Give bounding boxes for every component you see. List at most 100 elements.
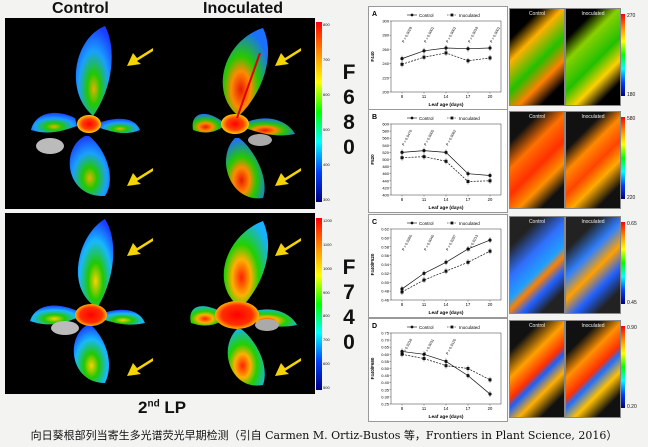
panel-colorbar [621,117,625,199]
f740-colorbar [316,218,322,390]
header-inoculated: Inoculated [203,0,284,17]
data-point-control [400,150,404,154]
data-point-control [466,247,470,251]
y-tick-label: 480 [382,164,389,169]
x-tick-label: 11 [422,94,427,99]
p-value-annotation: P = 0.0218 [401,338,413,355]
y-tick-label: 0.30 [381,394,390,399]
data-point-inoculated [488,378,492,382]
panel-letter: A [372,11,377,18]
legend-inoculated: Inoculated [459,221,480,226]
y-tick-label: 240 [382,61,389,66]
thumbnail-label: Control [528,219,546,225]
x-tick-label: 20 [488,197,493,202]
y-axis-label: F520 [370,154,375,165]
p-value-annotation: P = 0.0062 [445,129,457,146]
data-point-inoculated [422,155,426,159]
x-tick-label: 17 [466,94,471,99]
y-tick-label: 0.25 [381,402,390,407]
x-tick-label: 17 [466,197,471,202]
y-axis-label: F440/F520 [370,253,375,275]
y-tick-label: 580 [382,129,389,134]
colorbar-min-label: 220 [627,195,636,201]
arrow-icon [127,238,301,376]
control-plant [30,219,145,383]
data-point-control [422,271,426,275]
thumbnail-label: Control [528,11,546,17]
legend-control: Control [419,221,434,226]
data-point-control [422,149,426,153]
x-tick-label: 14 [444,197,449,202]
data-point-control [444,359,448,363]
panel-colorbar [621,326,625,408]
f680-leaf-image [31,26,301,199]
y-tick-label: 0.40 [381,380,390,385]
panel-letter: D [372,323,377,330]
legend-inoculated: Inoculated [459,13,480,18]
y-tick-label: 440 [382,178,389,183]
data-point-control [466,47,470,51]
y-tick-label: 0.58 [381,244,390,249]
x-tick-label: 14 [444,406,449,411]
data-point-control [422,49,426,53]
thumbnail-label: Inoculated [581,219,605,225]
data-point-inoculated [466,260,470,264]
x-tick-label: 20 [488,302,493,307]
thumbnail-inoculated: Inoculated [565,216,621,314]
legend-control: Control [419,325,434,330]
chart-legend: Control Inoculated [407,221,480,226]
y-axis-label: F440/F680 [370,357,375,379]
thumbnail-control: Control [509,8,565,106]
thumbnail-label: Control [528,114,546,120]
colorbar-min-label: 180 [627,92,636,98]
legend-inoculated: Inoculated [459,325,480,330]
thumbnail-control: Control [509,320,565,418]
p-value-annotation: P = 0.0029 [401,26,413,43]
y-tick-label: 400 [382,193,389,198]
y-tick-label: 0.52 [381,271,390,276]
legend-control: Control [419,116,434,121]
chart-panel-b: B Control Inoculated 600 580 560 540 520 500 480 4… [368,109,508,213]
thumbnail-control: Control [509,111,565,209]
y-tick-label: 0.75 [381,331,390,336]
chart-legend: Control Inoculated [407,325,480,330]
colorbar-max-label: 580 [627,116,636,122]
p-value-annotation: P = 0.0001 [423,26,435,43]
arrow-icon [127,48,301,186]
line-chart-b: B Control Inoculated 600 580 560 540 520 500 480 4… [370,114,502,211]
p-value-annotation: P = 0.0011 [423,338,435,355]
x-tick-label: 11 [422,406,427,411]
thumbnail-label: Inoculated [581,11,605,17]
x-tick-label: 8 [401,302,404,307]
p-value-annotation: P = 0.0001 [445,26,457,43]
p-value-annotation: P = 0.0019 [467,26,479,43]
leaf-pair-label: 2nd LP [138,398,187,417]
x-axis-label: Leaf age (days) [429,414,464,420]
data-point-control [466,374,470,378]
data-point-control [488,238,492,242]
colorbar-min-label: 0.45 [627,300,637,306]
data-point-inoculated [488,249,492,253]
x-tick-label: 20 [488,94,493,99]
f680-colorbar-ticks: 800 700 600 500 400 300 [323,22,330,202]
y-tick-label: 0.45 [381,373,390,378]
data-point-inoculated [400,62,404,66]
f740-label: F 7 4 0 [342,256,356,354]
thumbnail-label: Inoculated [581,323,605,329]
data-point-inoculated [444,364,448,368]
data-point-inoculated [444,159,448,163]
line-chart-c: C Control Inoculated 0.62 0.60 0.58 0.56 0.54 0.… [370,219,502,316]
data-point-inoculated [488,56,492,60]
x-tick-label: 8 [401,197,404,202]
p-value-annotation: P = 0.0360 [401,234,413,251]
f740-colorbar-ticks: 1200 1100 1000 900 800 700 600 500 [323,218,332,390]
x-tick-label: 17 [466,302,471,307]
data-point-control [444,260,448,264]
y-tick-label: 300 [382,19,389,24]
colorbar-max-label: 0.65 [627,221,637,227]
x-axis-label: Leaf age (days) [429,310,464,316]
y-tick-label: 0.55 [381,359,390,364]
data-point-inoculated [444,269,448,273]
y-tick-label: 280 [382,33,389,38]
y-tick-label: 0.54 [381,262,390,267]
